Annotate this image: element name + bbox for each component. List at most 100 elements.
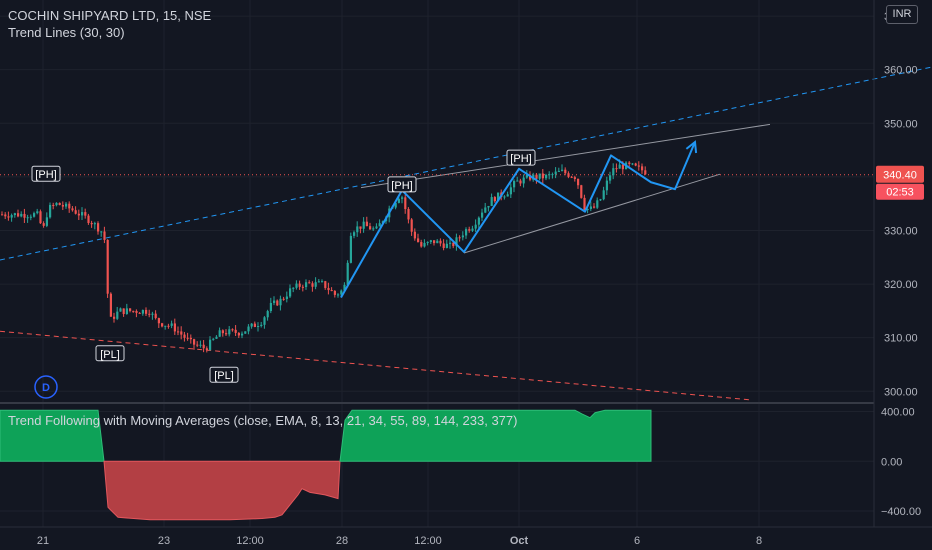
candle-up — [618, 164, 621, 169]
candle-down — [308, 282, 311, 284]
candle-up — [477, 217, 480, 225]
pattern-arrowhead — [685, 140, 698, 154]
candle-down — [573, 177, 576, 179]
candle-up — [164, 325, 167, 327]
candle-down — [439, 240, 442, 244]
currency-badge[interactable]: INR — [886, 5, 918, 24]
candle-down — [177, 331, 180, 333]
candle-down — [282, 298, 285, 300]
candle-down — [410, 219, 413, 232]
pivot-label-text: [PH] — [35, 169, 56, 181]
time-tick-label: 28 — [336, 535, 348, 547]
candle-up — [340, 290, 343, 295]
candle-up — [557, 170, 560, 172]
candle-down — [237, 332, 240, 336]
candle-down — [519, 180, 522, 184]
price-badges: 340.40 02:53 — [876, 165, 924, 200]
candle-up — [247, 326, 250, 332]
candle-down — [103, 231, 106, 240]
candle-down — [193, 339, 196, 345]
candle-down — [330, 290, 333, 292]
candle-down — [580, 185, 583, 198]
time-axis[interactable]: 21 23 12:00 28 12:00 Oct 6 8 — [37, 535, 762, 547]
candle-down — [23, 213, 26, 218]
trend-lines — [0, 66, 932, 401]
channel-upper-line — [360, 123, 771, 189]
pivot-label-box — [209, 366, 239, 383]
zigzag-pattern — [340, 140, 698, 298]
candle-up — [26, 217, 29, 219]
candle-up — [516, 180, 519, 182]
candle-down — [186, 337, 189, 339]
candle-up — [116, 311, 119, 319]
candle-down — [333, 290, 336, 295]
candle-down — [541, 173, 544, 179]
last-price-value: 340.40 — [883, 170, 917, 182]
candle-up — [244, 331, 247, 334]
candle-up — [317, 281, 320, 283]
candle-up — [506, 194, 509, 197]
candle-up — [474, 224, 477, 229]
candle-up — [397, 198, 400, 203]
candle-up — [455, 237, 458, 247]
candle-up — [279, 298, 282, 306]
osc-tick-label: 0.00 — [881, 456, 902, 468]
candle-up — [445, 243, 448, 248]
candle-up — [490, 197, 493, 206]
pivot-label-text: [PL] — [100, 349, 120, 361]
candle-down — [68, 203, 71, 209]
candle-up — [269, 302, 272, 312]
candle-up — [289, 288, 292, 297]
candle-down — [173, 323, 176, 332]
osc-area-negative — [103, 460, 341, 521]
pivot-low-label: [PL] — [95, 345, 125, 362]
pivot-label-box — [31, 165, 61, 182]
candle-up — [356, 226, 359, 233]
candle-up — [285, 296, 288, 300]
candle-up — [429, 240, 432, 242]
pivot-low-label: [PL] — [209, 366, 239, 383]
candle-up — [522, 177, 525, 184]
candle-down — [413, 231, 416, 239]
candle-up — [509, 187, 512, 195]
trend-lines-indicator-label[interactable]: Trend Lines (30, 30) — [8, 25, 125, 40]
candle-down — [74, 210, 77, 214]
candle-up — [586, 208, 589, 210]
candle-down — [593, 206, 596, 208]
candle-up — [497, 192, 500, 202]
candle-down — [407, 209, 410, 220]
candle-up — [551, 174, 554, 176]
time-tick-label: 12:00 — [414, 535, 442, 547]
time-tick-label: 12:00 — [236, 535, 264, 547]
oscillator-plot — [0, 409, 652, 521]
candle-down — [637, 165, 640, 167]
pivot-labels: [PH] [PH] [PH] [PL] [PL] — [31, 149, 536, 383]
candle-down — [324, 281, 327, 288]
candle-down — [42, 223, 45, 226]
osc-area-positive — [339, 409, 652, 462]
candle-down — [253, 323, 256, 328]
candle-up — [513, 181, 516, 188]
osc-tick-label: 400.00 — [881, 406, 915, 418]
oscillator-axis[interactable]: 400.00 0.00 −400.00 — [881, 406, 921, 518]
d-marker[interactable]: D — [34, 375, 58, 399]
candle-up — [394, 202, 397, 208]
candle-down — [420, 242, 423, 247]
oscillator-indicator-label[interactable]: Trend Following with Moving Averages (cl… — [8, 413, 518, 428]
candle-down — [135, 310, 138, 313]
candle-up — [55, 202, 58, 206]
symbol-title[interactable]: COCHIN SHIPYARD LTD, 15, NSE — [8, 8, 212, 23]
candle-up — [141, 309, 144, 314]
pattern-polyline — [340, 141, 696, 298]
candle-down — [442, 243, 445, 248]
candle-up — [503, 196, 506, 198]
candle-up — [151, 313, 154, 315]
candle-up — [596, 200, 599, 208]
candle-up — [343, 284, 346, 291]
candle-down — [189, 337, 192, 340]
candle-down — [567, 173, 570, 177]
candle-up — [484, 207, 487, 213]
candle-down — [106, 239, 109, 294]
candle-up — [199, 344, 202, 346]
